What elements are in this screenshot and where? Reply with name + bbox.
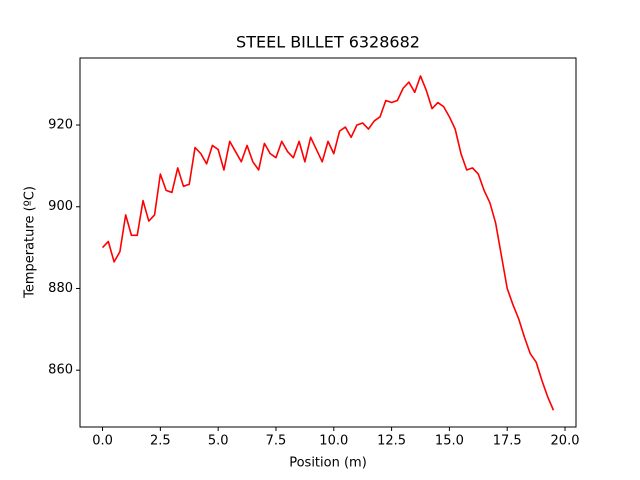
x-tick-label: 10.0 <box>319 434 348 449</box>
y-axis-label: Temperature (ºC) <box>23 186 38 299</box>
y-tick-label: 920 <box>48 118 73 133</box>
x-tick-label: 17.5 <box>493 434 522 449</box>
x-tick-label: 12.5 <box>377 434 406 449</box>
x-axis-label: Position (m) <box>289 456 367 471</box>
chart-title: STEEL BILLET 6328682 <box>236 33 420 52</box>
plot-frame <box>79 57 577 428</box>
x-tick-label: 5.0 <box>208 434 229 449</box>
x-tick-label: 2.5 <box>150 434 171 449</box>
y-tick-label: 860 <box>48 363 73 378</box>
data-line <box>101 75 555 411</box>
x-tick-label: 7.5 <box>266 434 287 449</box>
y-tick-label: 900 <box>48 199 73 214</box>
y-tick-label: 880 <box>48 281 73 296</box>
x-tick-label: 0.0 <box>92 434 113 449</box>
x-tick-label: 20.0 <box>551 434 580 449</box>
x-tick-label: 15.0 <box>435 434 464 449</box>
